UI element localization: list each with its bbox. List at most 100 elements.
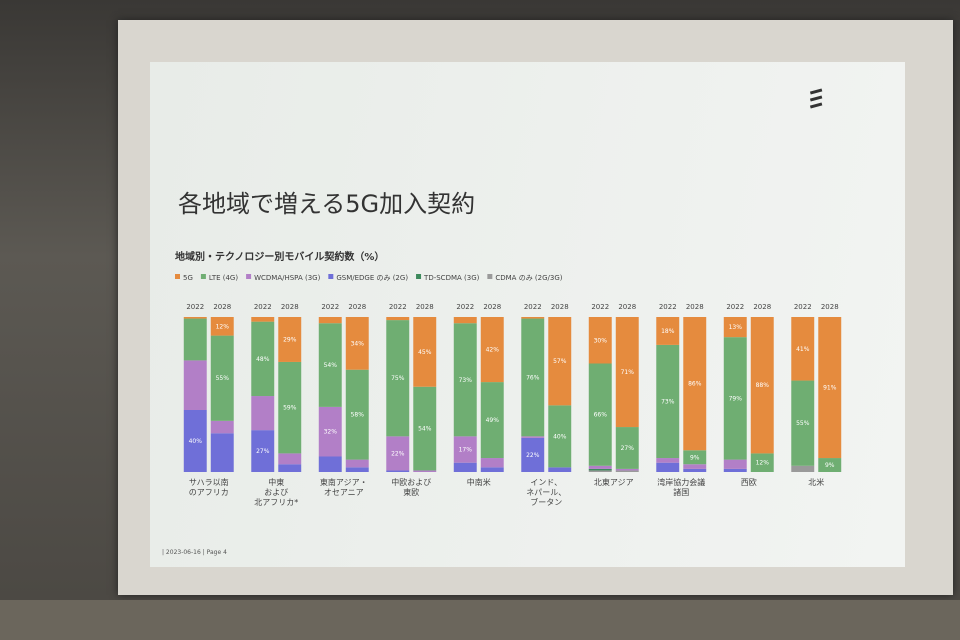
data-label: 17% — [459, 447, 473, 454]
bar-segment — [818, 317, 842, 459]
bar-segment — [656, 462, 680, 472]
legend-label: LTE (4G) — [209, 274, 238, 282]
bar-segment — [251, 396, 275, 431]
bar-segment — [278, 453, 302, 465]
bar-segment — [318, 323, 342, 407]
bar-segment — [480, 317, 504, 383]
bar-segment — [521, 318, 545, 437]
data-label: 86% — [688, 381, 702, 388]
legend-swatch — [200, 274, 206, 279]
data-label: 40% — [189, 438, 203, 445]
data-label: 54% — [418, 426, 432, 433]
x-tick-label: 2028 — [821, 303, 839, 311]
bar-segment — [683, 468, 707, 472]
bar-segment — [683, 317, 707, 451]
x-tick-label: 2022 — [186, 303, 204, 311]
data-label: 13% — [729, 324, 743, 331]
x-tick-label: 2022 — [254, 303, 272, 311]
data-label: 59% — [283, 405, 297, 412]
bar-segment — [183, 360, 207, 410]
data-label: 73% — [459, 377, 473, 384]
x-tick-label: 2022 — [389, 303, 407, 311]
footer: | 2023-06-16 | Page 4 — [162, 549, 227, 556]
x-tick-label: 2028 — [416, 303, 434, 311]
bar-segment — [548, 317, 572, 406]
data-label: 22% — [526, 452, 540, 459]
group-label: 中欧および 東欧 — [391, 478, 432, 497]
data-label: 54% — [324, 362, 338, 369]
x-tick-label: 2028 — [551, 303, 569, 311]
data-label: 75% — [391, 375, 405, 382]
data-label: 29% — [283, 336, 297, 343]
data-label: 73% — [661, 398, 675, 405]
x-tick-label: 2022 — [659, 303, 677, 311]
bar-segment — [251, 321, 275, 397]
bar-segment — [723, 459, 747, 469]
bar-segment — [386, 320, 410, 437]
bar-segment — [588, 470, 612, 472]
x-tick-label: 2022 — [591, 303, 609, 311]
bar-segment — [386, 436, 410, 471]
bar-segment — [480, 458, 504, 468]
bar-segment — [656, 344, 680, 459]
bar-segment — [521, 436, 545, 438]
bar-segment — [345, 369, 369, 460]
bar-segment — [413, 317, 437, 387]
bar-segment — [521, 317, 545, 319]
bar-segment — [210, 335, 234, 421]
bar-segment — [791, 465, 815, 472]
bar-segment — [723, 468, 747, 472]
legend-swatch — [246, 274, 252, 279]
bar-segment — [183, 317, 207, 319]
bar-segment — [588, 465, 612, 469]
data-label: 58% — [351, 412, 365, 419]
legend-swatch — [328, 274, 334, 279]
bar-segment — [480, 467, 504, 472]
data-label: 55% — [216, 375, 230, 382]
bar-segment — [818, 458, 842, 472]
bar-segment — [345, 459, 369, 468]
bar-segment — [723, 337, 747, 460]
bar-segment — [656, 458, 680, 463]
bar-segment — [345, 467, 369, 472]
bar-segment — [413, 386, 437, 471]
data-label: 12% — [216, 323, 230, 330]
bar-segment — [615, 470, 639, 472]
bar-segment — [521, 437, 545, 472]
x-tick-label: 2028 — [753, 303, 771, 311]
x-tick-label: 2022 — [524, 303, 542, 311]
bar-segment — [750, 453, 774, 472]
x-tick-label: 2022 — [321, 303, 339, 311]
legend-label: CDMA のみ (2G/3G) — [495, 274, 562, 282]
bar-segment — [210, 317, 234, 336]
bar-segment — [615, 427, 639, 469]
group-label: 湾岸協力会議 諸国 — [657, 478, 706, 497]
group-label: 東南アジア・ オセアニア — [319, 478, 368, 497]
data-label: 55% — [796, 420, 810, 427]
bar-segment — [723, 317, 747, 338]
data-label: 88% — [756, 382, 770, 389]
bar-segment — [791, 380, 815, 466]
data-label: 30% — [594, 337, 608, 344]
bar-segment — [453, 436, 477, 463]
bar-segment — [615, 317, 639, 428]
legend-swatch — [487, 274, 493, 279]
data-label: 9% — [690, 454, 700, 461]
bar-segment — [588, 317, 612, 364]
data-label: 48% — [256, 356, 270, 363]
data-label: 32% — [324, 429, 338, 436]
data-label: 91% — [823, 385, 837, 392]
x-tick-label: 2028 — [483, 303, 501, 311]
x-tick-label: 2022 — [726, 303, 744, 311]
x-tick-label: 2022 — [794, 303, 812, 311]
bar-segment — [750, 317, 774, 454]
logo — [809, 88, 823, 109]
bar-segment — [386, 317, 410, 321]
bar-segment — [210, 433, 234, 472]
group-label: 中南米 — [466, 478, 491, 487]
bar-segment — [183, 318, 207, 361]
data-label: 41% — [796, 346, 810, 353]
group-label: 西欧 — [740, 478, 757, 487]
bar-segment — [251, 430, 275, 472]
